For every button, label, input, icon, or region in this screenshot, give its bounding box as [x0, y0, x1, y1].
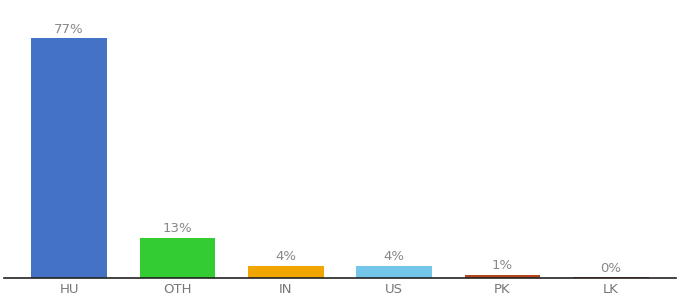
Bar: [464, 275, 541, 278]
Text: 0%: 0%: [600, 262, 622, 275]
Bar: [139, 238, 216, 278]
Bar: [248, 266, 324, 278]
Bar: [356, 266, 432, 278]
Text: 4%: 4%: [275, 250, 296, 263]
Bar: [573, 277, 649, 278]
Bar: [31, 38, 107, 278]
Text: 4%: 4%: [384, 250, 405, 263]
Text: 77%: 77%: [54, 23, 84, 36]
Text: 13%: 13%: [163, 222, 192, 235]
Text: 1%: 1%: [492, 260, 513, 272]
